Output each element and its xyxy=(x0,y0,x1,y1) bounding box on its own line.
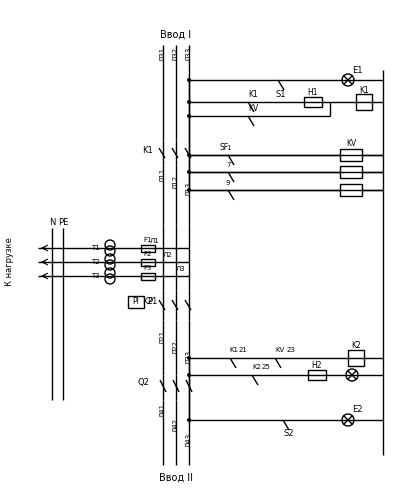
Text: 9: 9 xyxy=(226,180,230,186)
Text: Ввод I: Ввод I xyxy=(160,30,192,40)
Circle shape xyxy=(187,153,191,157)
Text: S1: S1 xyxy=(276,89,286,99)
Text: F2: F2 xyxy=(144,251,152,257)
Bar xyxy=(304,97,322,107)
Bar xyxy=(141,258,155,266)
Text: T2: T2 xyxy=(91,259,100,265)
Text: 23: 23 xyxy=(287,347,296,353)
Text: KV: KV xyxy=(275,347,284,353)
Text: Л43: Л43 xyxy=(186,433,192,447)
Text: 25: 25 xyxy=(262,364,271,370)
Text: E2: E2 xyxy=(352,406,362,414)
Text: H2: H2 xyxy=(312,360,322,370)
Text: E1: E1 xyxy=(352,65,362,75)
Text: Л2: Л2 xyxy=(162,252,172,258)
Text: T1: T1 xyxy=(91,245,100,251)
Circle shape xyxy=(187,373,191,377)
Text: K1: K1 xyxy=(359,85,369,94)
Bar xyxy=(141,273,155,279)
Text: Л12: Л12 xyxy=(173,175,179,189)
Text: Л22: Л22 xyxy=(173,340,179,354)
Circle shape xyxy=(187,114,191,118)
Text: Л42: Л42 xyxy=(173,418,179,432)
Text: H1: H1 xyxy=(308,87,318,97)
Text: K1: K1 xyxy=(248,89,258,99)
Text: Л1: Л1 xyxy=(149,238,159,244)
Text: T3: T3 xyxy=(91,273,100,279)
Text: P1: P1 xyxy=(147,298,157,306)
Text: K2: K2 xyxy=(142,298,153,306)
Text: Л21: Л21 xyxy=(160,330,166,344)
Circle shape xyxy=(187,188,191,192)
Text: Л33: Л33 xyxy=(186,47,192,61)
Text: Л13: Л13 xyxy=(186,182,192,196)
Circle shape xyxy=(187,170,191,174)
Text: Л31: Л31 xyxy=(160,47,166,61)
Text: KV: KV xyxy=(346,138,356,147)
Text: Л41: Л41 xyxy=(160,403,166,417)
Circle shape xyxy=(187,100,191,104)
Text: 21: 21 xyxy=(239,347,248,353)
Text: 7: 7 xyxy=(226,162,230,168)
Bar xyxy=(356,94,372,110)
Text: PE: PE xyxy=(58,218,68,226)
Bar xyxy=(128,296,144,308)
Circle shape xyxy=(187,356,191,360)
Text: Ввод II: Ввод II xyxy=(159,473,193,483)
Text: K2: K2 xyxy=(252,364,261,370)
Text: KV: KV xyxy=(248,104,258,112)
Text: 1: 1 xyxy=(226,145,230,151)
Text: PI: PI xyxy=(132,298,140,306)
Text: K1: K1 xyxy=(229,347,238,353)
Bar xyxy=(340,149,362,161)
Bar xyxy=(141,245,155,251)
Text: K1: K1 xyxy=(142,145,153,155)
Text: К нагрузке: К нагрузке xyxy=(6,238,14,286)
Text: Л3: Л3 xyxy=(175,266,185,272)
Text: SF: SF xyxy=(220,142,229,152)
Bar xyxy=(340,166,362,178)
Text: Q2: Q2 xyxy=(137,379,149,387)
Circle shape xyxy=(187,418,191,422)
Text: F3: F3 xyxy=(144,265,152,271)
Bar xyxy=(348,350,364,366)
Bar xyxy=(340,184,362,196)
Text: K2: K2 xyxy=(351,342,361,351)
Bar xyxy=(308,370,326,380)
Text: Л32: Л32 xyxy=(173,47,179,61)
Text: S2: S2 xyxy=(283,430,294,438)
Circle shape xyxy=(187,78,191,82)
Text: Л11: Л11 xyxy=(160,168,166,182)
Text: N: N xyxy=(49,218,55,226)
Text: Л23: Л23 xyxy=(186,350,192,364)
Text: F1: F1 xyxy=(144,237,152,243)
